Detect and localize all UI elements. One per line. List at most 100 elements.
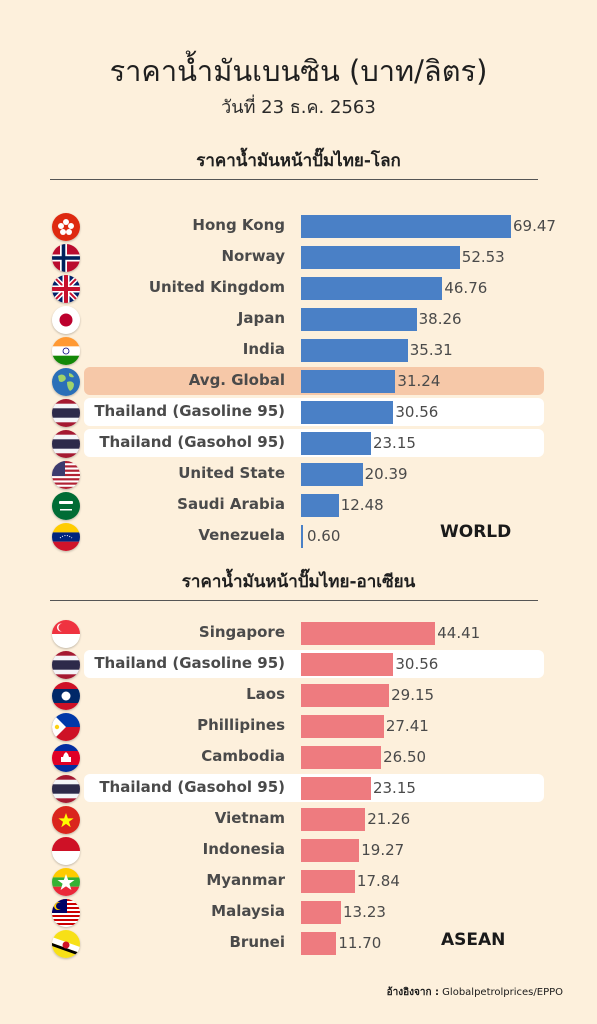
asean-tag: ASEAN bbox=[441, 930, 506, 950]
category-label: Malaysia bbox=[211, 902, 285, 920]
chart-row: Indonesia 19.27 bbox=[0, 835, 597, 866]
brunei-flag-icon bbox=[52, 930, 80, 958]
bar bbox=[301, 808, 366, 831]
category-label: Cambodia bbox=[201, 747, 285, 765]
world-section-title: ราคาน้ำมันหน้าปั๊มไทย-โลก bbox=[196, 151, 401, 171]
chart-row: Thailand (Gasoline 95) 30.56 bbox=[0, 397, 597, 428]
value-label: 69.47 bbox=[513, 217, 556, 235]
category-label: Thailand (Gasohol 95) bbox=[99, 778, 285, 796]
value-label: 44.41 bbox=[437, 624, 481, 642]
category-label: Phillipines bbox=[197, 716, 285, 734]
bar bbox=[301, 463, 363, 486]
bar bbox=[301, 494, 339, 517]
bar bbox=[301, 339, 408, 362]
category-label: Thailand (Gasohol 95) bbox=[99, 433, 285, 451]
value-label: 52.53 bbox=[461, 248, 505, 266]
value-label: 21.26 bbox=[367, 810, 411, 828]
bar bbox=[301, 432, 371, 455]
bar bbox=[301, 932, 337, 955]
bar bbox=[301, 370, 396, 393]
chart-row: Cambodia 26.50 bbox=[0, 742, 597, 773]
chart-row: India 35.31 bbox=[0, 335, 597, 366]
category-label: Norway bbox=[221, 247, 285, 265]
chart-row: United Kingdom 46.76 bbox=[0, 273, 597, 304]
chart-row: United State 20.39 bbox=[0, 459, 597, 490]
category-label: Thailand (Gasoline 95) bbox=[94, 654, 285, 672]
thailand-flag-icon bbox=[52, 430, 80, 458]
chart-row: Thailand (Gasoline 95) 30.56 bbox=[0, 649, 597, 680]
bar bbox=[301, 653, 394, 676]
india-flag-icon bbox=[52, 337, 80, 365]
saudi-flag-icon bbox=[52, 492, 80, 520]
value-label: 30.56 bbox=[395, 655, 439, 673]
value-label: 38.26 bbox=[418, 310, 462, 328]
bar bbox=[301, 715, 384, 738]
category-label: Thailand (Gasoline 95) bbox=[94, 402, 285, 420]
thailand-flag-icon bbox=[52, 775, 80, 803]
norway-flag-icon bbox=[52, 244, 80, 272]
category-label: Brunei bbox=[229, 933, 285, 951]
laos-flag-icon bbox=[52, 682, 80, 710]
value-label: 12.48 bbox=[340, 496, 384, 514]
chart-row: Myanmar 17.84 bbox=[0, 866, 597, 897]
category-label: Avg. Global bbox=[188, 371, 285, 389]
bar bbox=[301, 401, 394, 424]
bar bbox=[301, 777, 371, 800]
chart-row: Thailand (Gasohol 95) 23.15 bbox=[0, 773, 597, 804]
chart-row: Avg. Global 31.24 bbox=[0, 366, 597, 397]
usa-flag-icon bbox=[52, 461, 80, 489]
value-label: 23.15 bbox=[372, 779, 416, 797]
myanmar-flag-icon bbox=[52, 868, 80, 896]
bar bbox=[301, 622, 436, 645]
category-label: Hong Kong bbox=[192, 216, 285, 234]
bar bbox=[301, 308, 417, 331]
thailand-flag-icon bbox=[52, 651, 80, 679]
chart-row: Laos 29.15 bbox=[0, 680, 597, 711]
chart-row: Saudi Arabia 12.48 bbox=[0, 490, 597, 521]
value-label: 27.41 bbox=[385, 717, 429, 735]
source-text: Globalpetrolprices/EPPO bbox=[442, 987, 563, 998]
singapore-flag-icon bbox=[52, 620, 80, 648]
chart-row: Phillipines 27.41 bbox=[0, 711, 597, 742]
value-label: 11.70 bbox=[338, 934, 382, 952]
chart-row: Singapore 44.41 bbox=[0, 618, 597, 649]
chart-row: Brunei 11.70 bbox=[0, 928, 597, 959]
venezuela-flag-icon bbox=[52, 523, 80, 551]
bar bbox=[301, 746, 382, 769]
category-label: Saudi Arabia bbox=[177, 495, 285, 513]
bar bbox=[301, 246, 460, 269]
bar bbox=[301, 277, 443, 300]
category-label: Laos bbox=[246, 685, 285, 703]
chart-row: Hong Kong 69.47 bbox=[0, 211, 597, 242]
page-subtitle: วันที่ 23 ธ.ค. 2563 bbox=[221, 97, 376, 118]
value-label: 0.60 bbox=[307, 527, 341, 545]
bar bbox=[301, 215, 511, 238]
malaysia-flag-icon bbox=[52, 899, 80, 927]
bar bbox=[301, 684, 390, 707]
category-label: Myanmar bbox=[206, 871, 285, 889]
thailand-flag-icon bbox=[52, 399, 80, 427]
globe-icon bbox=[52, 368, 80, 396]
category-label: Venezuela bbox=[198, 526, 285, 544]
japan-flag-icon bbox=[52, 306, 80, 334]
hong-kong-flag-icon bbox=[52, 213, 80, 241]
source-note: อ้างอิงจาก : Globalpetrolprices/EPPO bbox=[387, 985, 563, 1000]
value-label: 46.76 bbox=[444, 279, 488, 297]
value-label: 31.24 bbox=[397, 372, 441, 390]
category-label: United Kingdom bbox=[148, 278, 285, 296]
bar bbox=[301, 839, 360, 862]
value-label: 29.15 bbox=[391, 686, 435, 704]
asean-divider bbox=[50, 600, 538, 601]
uk-flag-icon bbox=[52, 275, 80, 303]
bar bbox=[301, 525, 303, 548]
value-label: 26.50 bbox=[383, 748, 427, 766]
source-label: อ้างอิงจาก : bbox=[386, 987, 439, 998]
chart-row: Thailand (Gasohol 95) 23.15 bbox=[0, 428, 597, 459]
world-divider bbox=[50, 179, 538, 180]
indonesia-flag-icon bbox=[52, 837, 80, 865]
value-label: 13.23 bbox=[342, 903, 386, 921]
value-label: 30.56 bbox=[395, 403, 439, 421]
chart-row: Norway 52.53 bbox=[0, 242, 597, 273]
category-label: Vietnam bbox=[214, 809, 285, 827]
bar bbox=[301, 901, 341, 924]
